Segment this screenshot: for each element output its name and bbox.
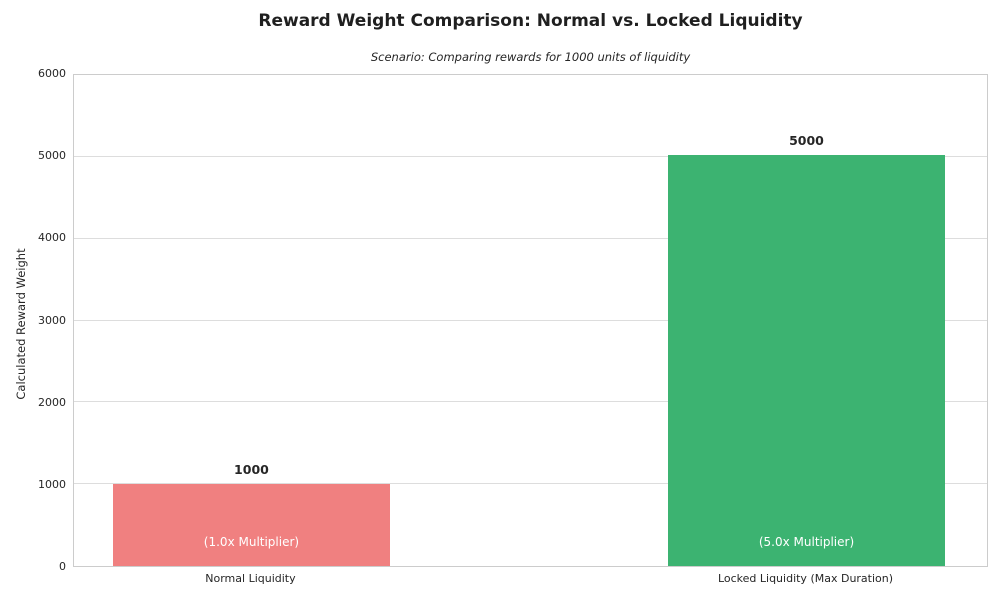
bar-locked-liquidity-max-duration: (5.0x Multiplier)	[668, 155, 945, 566]
x-tick-label-normal-liquidity: Normal Liquidity	[205, 572, 296, 585]
bar-normal-liquidity: (1.0x Multiplier)	[112, 483, 390, 566]
gridline-2000	[74, 401, 987, 403]
bar-value-label-normal-liquidity: 1000	[234, 461, 269, 477]
bar-value-label-locked-liquidity-max-duration: 5000	[789, 133, 824, 149]
x-tick-label-locked-liquidity-max-duration: Locked Liquidity (Max Duration)	[717, 572, 894, 585]
bar-multiplier-label-normal-liquidity: (1.0x Multiplier)	[203, 535, 300, 549]
gridline-4000	[74, 237, 987, 239]
gridline-5000	[74, 155, 987, 157]
gridline-3000	[74, 319, 987, 321]
chart-title: Reward Weight Comparison: Normal vs. Loc…	[258, 11, 803, 31]
plot-area: (1.0x Multiplier) 1000 (5.0x Multiplier) 50…	[73, 74, 988, 567]
y-tick-label-2000: 2000	[38, 395, 66, 409]
chart-subtitle: Scenario: Comparing rewards for 1000 uni…	[370, 50, 691, 64]
gridline-1000	[74, 483, 987, 485]
y-tick-label-1000: 1000	[38, 477, 66, 491]
y-tick-label-5000: 5000	[38, 149, 66, 163]
bar-multiplier-label-locked-liquidity-max-duration: (5.0x Multiplier)	[758, 535, 855, 549]
y-tick-label-6000: 6000	[38, 67, 66, 80]
y-tick-label-0: 0	[59, 560, 66, 573]
y-tick-label-3000: 3000	[38, 313, 66, 327]
y-tick-label-4000: 4000	[38, 231, 66, 245]
